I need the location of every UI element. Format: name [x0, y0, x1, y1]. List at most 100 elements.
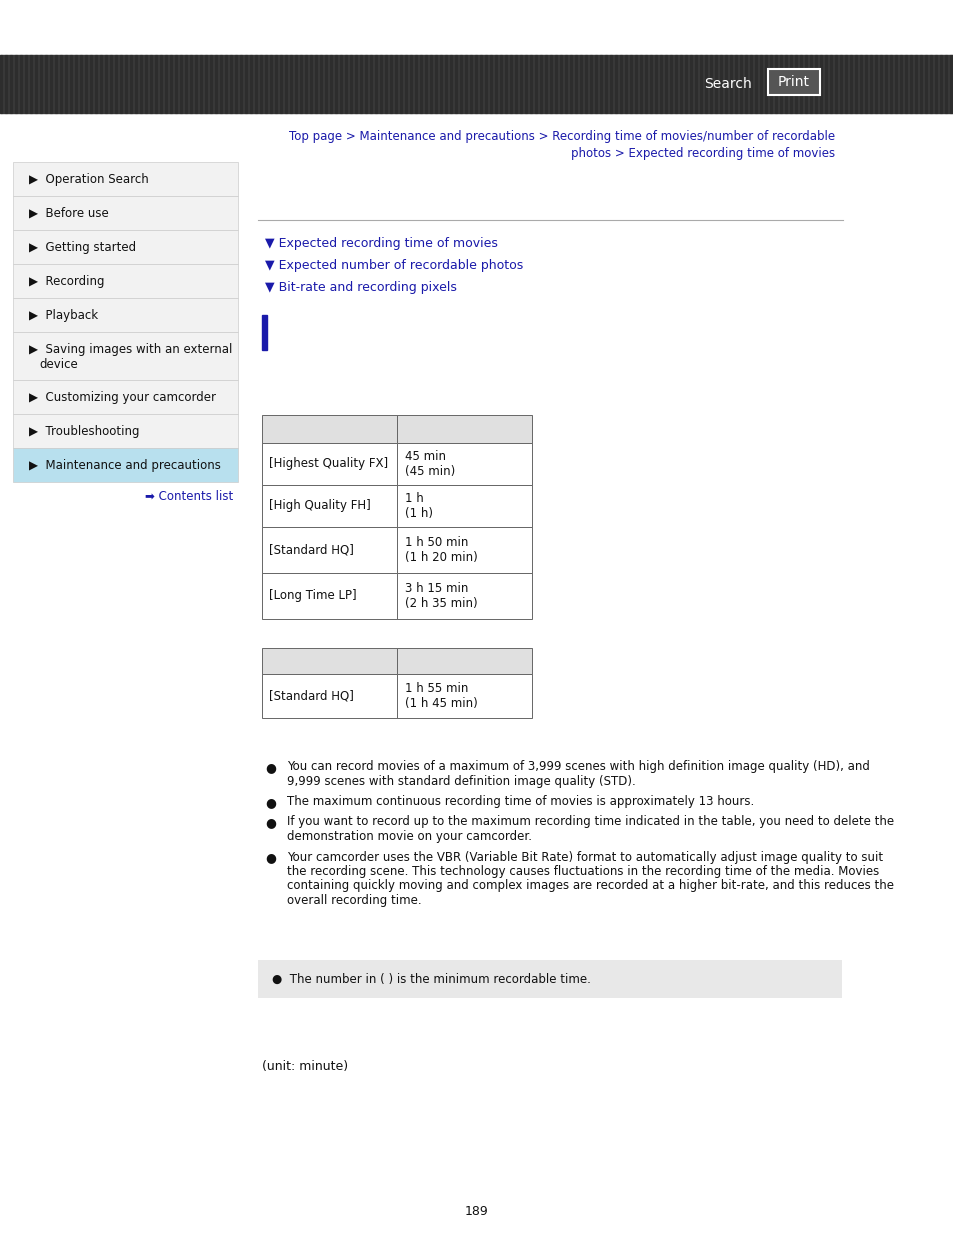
Text: ▶  Operation Search: ▶ Operation Search [29, 173, 149, 185]
Text: 189: 189 [465, 1205, 488, 1218]
Bar [555, 56, 557, 112]
Bar [396, 443, 532, 485]
Text: the recording scene. This technology causes fluctuations in the recording time o: the recording scene. This technology cau… [287, 864, 879, 878]
Bar [914, 56, 916, 112]
Bar [889, 56, 891, 112]
Bar [939, 56, 941, 112]
Bar [165, 56, 167, 112]
Bar [754, 56, 757, 112]
Bar [475, 56, 476, 112]
Bar [639, 56, 641, 112]
Bar [40, 56, 42, 112]
Bar [724, 56, 726, 112]
Bar [584, 56, 586, 112]
Bar [415, 56, 416, 112]
Text: (unit: minute): (unit: minute) [262, 1060, 348, 1073]
Bar [220, 56, 222, 112]
Bar [0, 56, 2, 112]
Bar [704, 56, 706, 112]
Bar [13, 448, 237, 482]
Text: 1 h 50 min: 1 h 50 min [405, 536, 468, 550]
Bar [424, 56, 427, 112]
Bar [419, 56, 421, 112]
Bar [185, 56, 187, 112]
Text: ●  The number in ( ) is the minimum recordable time.: ● The number in ( ) is the minimum recor… [272, 972, 590, 986]
Bar [205, 56, 207, 112]
Bar [579, 56, 581, 112]
Bar [154, 56, 157, 112]
Bar [225, 56, 227, 112]
Bar [13, 264, 237, 298]
Text: (2 h 35 min): (2 h 35 min) [405, 597, 477, 610]
Text: ▼ Expected recording time of movies: ▼ Expected recording time of movies [265, 237, 497, 249]
Text: ▶  Saving images with an external: ▶ Saving images with an external [29, 343, 233, 357]
Bar [504, 56, 506, 112]
Bar [874, 56, 876, 112]
Bar [629, 56, 631, 112]
Bar [254, 56, 256, 112]
Bar [45, 56, 47, 112]
Bar [644, 56, 646, 112]
Bar [767, 69, 820, 95]
Bar [214, 56, 216, 112]
Bar [515, 56, 517, 112]
Bar [110, 56, 112, 112]
Bar [435, 56, 436, 112]
Bar [769, 56, 771, 112]
Bar [439, 56, 441, 112]
Bar [734, 56, 737, 112]
Bar [250, 56, 252, 112]
Bar [869, 56, 871, 112]
Text: 1 h: 1 h [405, 493, 423, 505]
Bar [749, 56, 751, 112]
Text: Print: Print [778, 75, 809, 89]
Bar [35, 56, 37, 112]
Bar [405, 56, 407, 112]
Bar [859, 56, 862, 112]
Bar [190, 56, 192, 112]
Bar [160, 56, 162, 112]
Bar [824, 56, 826, 112]
Text: 9,999 scenes with standard definition image quality (STD).: 9,999 scenes with standard definition im… [287, 774, 635, 788]
Bar [624, 56, 626, 112]
Text: Top page > Maintenance and precautions > Recording time of movies/number of reco: Top page > Maintenance and precautions >… [289, 130, 834, 143]
Bar [834, 56, 836, 112]
Bar [455, 56, 456, 112]
Bar [194, 56, 196, 112]
Bar [262, 443, 396, 485]
Bar [396, 648, 532, 674]
Bar [794, 56, 796, 112]
Bar [260, 56, 262, 112]
Bar [919, 56, 921, 112]
Bar [595, 56, 597, 112]
Bar [105, 56, 107, 112]
Bar [894, 56, 896, 112]
Bar [569, 56, 572, 112]
Bar [257, 960, 841, 998]
Bar [530, 56, 532, 112]
Bar [15, 56, 17, 112]
Bar [90, 56, 91, 112]
Bar [230, 56, 232, 112]
Text: (1 h 20 min): (1 h 20 min) [405, 551, 477, 563]
Bar [689, 56, 691, 112]
Bar [764, 56, 766, 112]
Bar [800, 56, 801, 112]
Text: 45 min: 45 min [405, 451, 446, 463]
Bar [535, 56, 537, 112]
Bar [659, 56, 661, 112]
Bar [459, 56, 461, 112]
Bar [345, 56, 347, 112]
Bar [760, 56, 761, 112]
Bar [170, 56, 172, 112]
Bar [115, 56, 117, 112]
Bar [145, 56, 147, 112]
Bar [444, 56, 447, 112]
Bar [495, 56, 497, 112]
Text: 3 h 15 min: 3 h 15 min [405, 583, 468, 595]
Bar [604, 56, 606, 112]
Bar [615, 56, 617, 112]
Bar [355, 56, 356, 112]
Bar [664, 56, 666, 112]
Bar [464, 56, 467, 112]
